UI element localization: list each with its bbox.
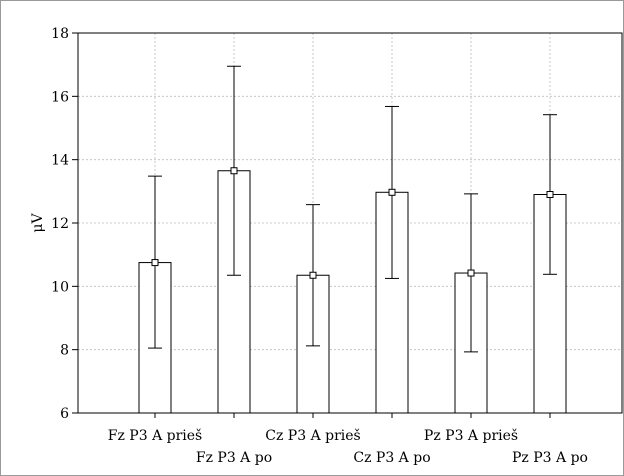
- y-axis: 6 8 10 12 14 16 18: [51, 26, 78, 422]
- mean-marker: [230, 167, 238, 175]
- error-bars: [148, 65, 557, 353]
- y-tick-label: 18: [51, 26, 69, 42]
- y-tick-label: 6: [60, 406, 69, 422]
- mean-marker: [467, 269, 475, 277]
- y-tick-label: 8: [60, 343, 69, 359]
- mean-marker: [388, 188, 396, 196]
- y-tick-label: 12: [51, 216, 69, 232]
- mean-marker: [546, 191, 554, 198]
- y-axis-title: μV: [30, 213, 46, 233]
- x-tick-label: Cz P3 A prieš: [265, 427, 360, 444]
- x-tick-label: Fz P3 A prieš: [108, 427, 202, 444]
- y-tick-label: 14: [51, 153, 69, 169]
- y-tick-label: 10: [51, 279, 69, 295]
- y-tick-label: 16: [51, 89, 69, 105]
- x-tick-label: Pz P3 A po: [512, 450, 588, 466]
- mean-marker: [309, 271, 317, 279]
- x-tick-label: Pz P3 A prieš: [424, 427, 518, 444]
- x-tick-label: Cz P3 A po: [353, 450, 430, 466]
- x-axis: Fz P3 A prieš Fz P3 A po Cz P3 A prieš Cz P…: [108, 413, 588, 466]
- mean-marker: [151, 259, 159, 267]
- x-tick-label: Fz P3 A po: [196, 450, 272, 466]
